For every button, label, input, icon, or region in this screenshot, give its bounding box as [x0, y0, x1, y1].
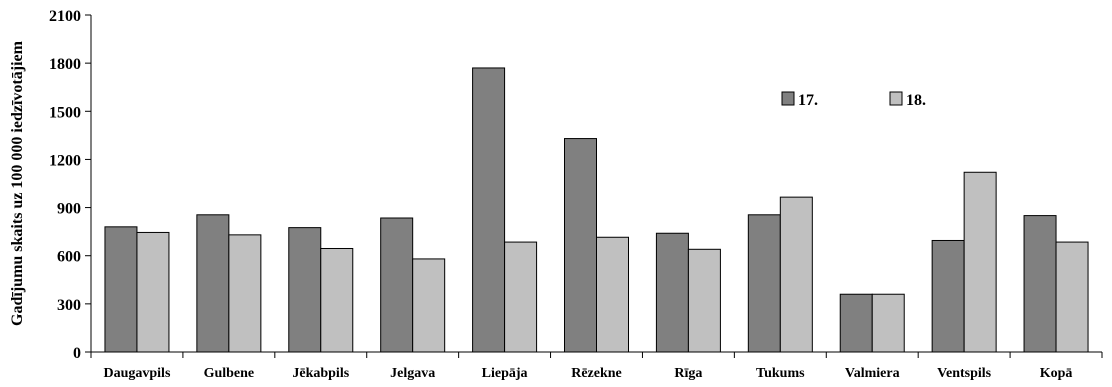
x-tick-label: Daugavpils: [103, 366, 170, 381]
legend-label: 18.: [906, 92, 926, 109]
x-tick-label: Rīga: [674, 366, 702, 381]
y-tick-label: 600: [57, 249, 81, 266]
y-tick-label: 900: [57, 201, 81, 218]
bar-series-1-rēzekne: [564, 138, 597, 353]
bar-series-2-tukums: [779, 196, 813, 353]
x-tick-label: Kopā: [1040, 366, 1073, 381]
bar-series-2-liepāja: [504, 241, 538, 353]
bar-series-2-valmiera: [871, 293, 905, 353]
legend-swatch: [781, 91, 795, 106]
x-tick-label: Jēkabpils: [292, 366, 349, 381]
bar-series-2-rīga: [687, 248, 721, 353]
y-tick-label: 1800: [49, 56, 81, 73]
x-axis-labels: Daugavpils Gulbene Jēkabpils Jelgava Liepāja…: [90, 352, 1103, 381]
x-tick-label: Jelgava: [390, 366, 435, 381]
axes: [90, 15, 1102, 353]
bar-series-1-tukums: [747, 214, 781, 353]
bar-series-1-jelgava: [380, 217, 414, 353]
bar-series-2-kopā: [1055, 241, 1089, 353]
bars: [104, 67, 1089, 353]
x-tick-label: Tukums: [756, 366, 805, 381]
bar-series-2-jelgava: [412, 258, 446, 353]
bar-series-1-gulbene: [196, 214, 230, 353]
y-tick-label: 1200: [49, 152, 81, 169]
y-tick-label: 300: [57, 297, 81, 314]
bar-series-2-ventspils: [963, 171, 997, 353]
x-tick-label: Rēzekne: [571, 366, 622, 381]
bar-series-1-kopā: [1023, 215, 1057, 353]
bar-series-2-rēzekne: [596, 236, 629, 353]
x-tick-label: Ventspils: [937, 366, 992, 381]
y-tick-label: 0: [73, 345, 81, 362]
y-axis-ticks: 0 300 600 900 1200 1500 1800 2100: [49, 8, 91, 362]
bar-series-2-jēkabpils: [320, 247, 354, 353]
bar-series-1-daugavpils: [104, 226, 138, 353]
legend-swatch: [889, 91, 903, 106]
bar-series-1-rīga: [655, 232, 689, 353]
legend-label: 17.: [798, 92, 818, 109]
x-tick-label: Liepāja: [482, 366, 528, 381]
bar-series-2-gulbene: [228, 234, 262, 353]
y-tick-label: 1500: [49, 104, 81, 121]
bar-series-1-liepāja: [472, 67, 506, 353]
y-axis-label: Gadījumu skaits uz 100 000 iedzīvotājiem: [9, 40, 26, 326]
x-tick-label: Valmiera: [845, 366, 900, 381]
legend: 17. 18.: [781, 91, 926, 109]
bar-series-1-valmiera: [839, 293, 873, 353]
bar-series-2-daugavpils: [136, 231, 170, 353]
bar-series-1-ventspils: [931, 239, 965, 353]
y-tick-label: 2100: [49, 8, 81, 25]
bar-series-1-jēkabpils: [288, 227, 322, 353]
x-tick-label: Gulbene: [204, 366, 255, 381]
